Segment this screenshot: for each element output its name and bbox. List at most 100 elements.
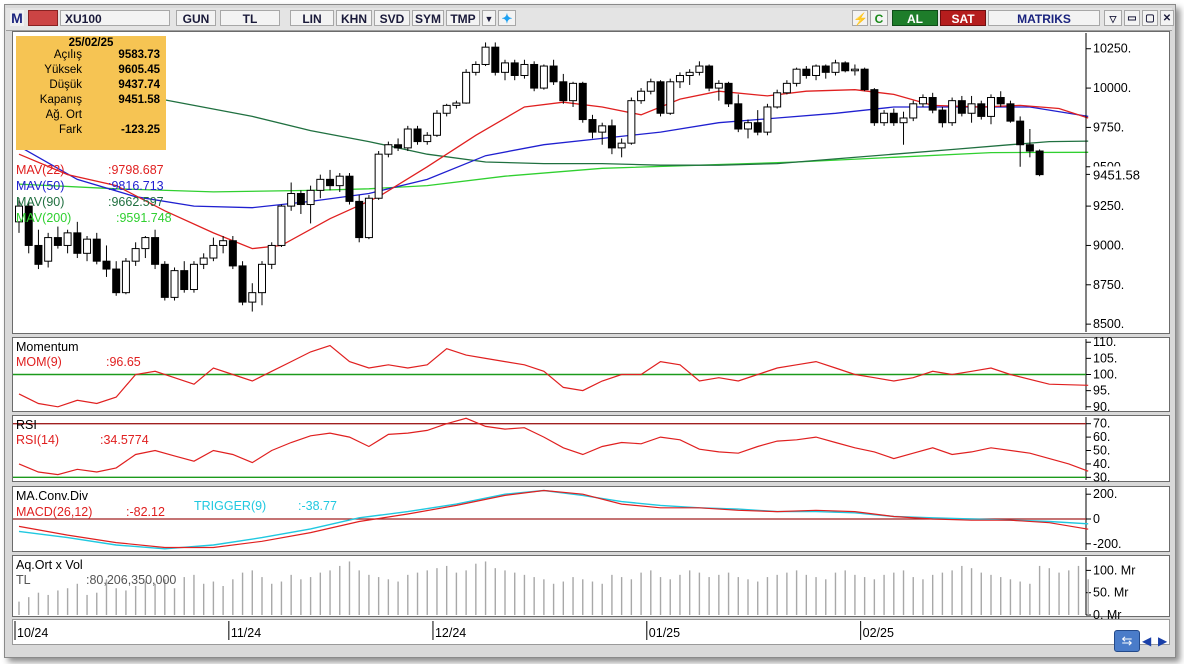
candle-body [471, 63, 480, 73]
lightning-icon[interactable]: ⚡ [852, 10, 868, 26]
candle-body [821, 65, 830, 73]
candle-body [403, 128, 412, 149]
candle-body [481, 46, 490, 65]
period-button[interactable]: GUN [176, 10, 216, 26]
candle-body [996, 97, 1005, 105]
candle-body [316, 178, 325, 191]
twitter-icon[interactable]: ✦ [498, 10, 516, 26]
brand-label: MATRIKS [988, 10, 1100, 26]
mav90-legend: MAV(90):9662.597 [16, 195, 164, 209]
close-icon[interactable]: ✕ [1160, 10, 1174, 26]
candle-body [899, 117, 908, 124]
macd-tick-label: -200. [1093, 537, 1122, 551]
candle-body [646, 81, 655, 92]
volume-tick-label: 100. Mr [1093, 563, 1135, 577]
candle-body [462, 71, 471, 104]
volume-tick-label: 50. Mr [1093, 586, 1128, 600]
candle-body [24, 205, 33, 246]
candle-body [530, 63, 539, 89]
rsi-legend: RSI(14):34.5774 [16, 433, 149, 447]
candle-body [539, 65, 548, 89]
candle-body [102, 260, 111, 270]
rsi-title: RSI [16, 418, 37, 432]
candle-body [170, 270, 179, 298]
refresh-icon[interactable]: C [870, 10, 888, 26]
price-tick-label: 8500. [1093, 317, 1124, 331]
candle-body [782, 82, 791, 94]
candle-body [364, 197, 373, 239]
scroll-left-icon[interactable]: ◀ [1142, 634, 1152, 648]
candle-body [15, 205, 23, 223]
mav50-line [18, 106, 1089, 209]
candle-body [112, 268, 121, 294]
time-tick-label: 02/25 [863, 626, 894, 640]
candle-body [228, 240, 237, 267]
mav90-line [18, 79, 1089, 166]
info-row: Ağ. Ort [45, 109, 82, 121]
mav22-line [18, 89, 1089, 250]
info-row: Açılış 9583.73 [53, 49, 160, 61]
candle-body [559, 81, 568, 102]
svd-button[interactable]: SVD [374, 10, 410, 26]
minimize-icon[interactable]: ▭ [1124, 10, 1140, 26]
candle-body [744, 122, 752, 130]
currency-button[interactable]: TL [220, 10, 280, 26]
sym-button[interactable]: SYM [412, 10, 444, 26]
candle-body [948, 100, 957, 124]
candle-body [141, 237, 150, 250]
macd-line [18, 489, 1089, 549]
dropdown-icon[interactable]: ▼ [482, 10, 496, 26]
last-price-box [1090, 166, 1154, 183]
momentum-legend: MOM(9):96.65 [16, 355, 141, 369]
candle-body [306, 189, 315, 206]
candle-body [1025, 144, 1034, 152]
symbol-field[interactable]: XU100 [60, 10, 170, 26]
lin-button[interactable]: LIN [290, 10, 334, 26]
candle-body [345, 175, 354, 202]
trigger-legend: TRIGGER(9):-38.77 [194, 499, 337, 513]
candle-body [73, 232, 82, 254]
candle-body [977, 103, 986, 117]
rsi-tick-label: 40. [1093, 457, 1110, 471]
buy-button[interactable]: AL [892, 10, 938, 26]
candle-body [889, 112, 898, 124]
candle-body [705, 65, 714, 89]
collapse-icon[interactable]: ▽ [1104, 10, 1122, 26]
khn-button[interactable]: KHN [336, 10, 372, 26]
sync-icon[interactable]: ⇆ [1114, 630, 1140, 652]
scroll-right-icon[interactable]: ▶ [1158, 634, 1168, 648]
candle-body [675, 74, 684, 83]
candle-body [598, 125, 607, 133]
candle-body [238, 265, 247, 303]
candle-body [773, 92, 782, 108]
candle-body [918, 97, 927, 105]
candle-body [355, 200, 364, 239]
maximize-icon[interactable]: ▢ [1142, 10, 1158, 26]
candle-body [209, 244, 218, 259]
candle-body [423, 134, 432, 143]
sell-button[interactable]: SAT [940, 10, 986, 26]
candle-body [549, 65, 558, 83]
candle-body [1016, 120, 1025, 146]
momentum-tick-label: 110. [1093, 335, 1116, 349]
candle-body [841, 62, 850, 72]
momentum-tick-label: 90. [1093, 400, 1110, 414]
candle-body [394, 144, 403, 149]
volume-panel [12, 555, 1170, 617]
candle-body [501, 62, 509, 73]
candle-body [870, 89, 879, 124]
candle-body [442, 104, 451, 114]
price-tick-label: 10250. [1093, 42, 1131, 56]
candle-body [1006, 103, 1015, 122]
rsi-tick-label: 50. [1093, 444, 1110, 458]
rsi-panel [12, 415, 1170, 482]
tmp-button[interactable]: TMP [446, 10, 480, 26]
candle-body [880, 112, 889, 124]
flag-icon[interactable] [28, 10, 58, 26]
candle-body [374, 153, 383, 199]
candle-body [510, 62, 519, 76]
candle-body [685, 71, 694, 76]
momentum-line [18, 344, 1089, 408]
price-tick-label: 9750. [1093, 120, 1124, 134]
candle-body [335, 175, 344, 187]
